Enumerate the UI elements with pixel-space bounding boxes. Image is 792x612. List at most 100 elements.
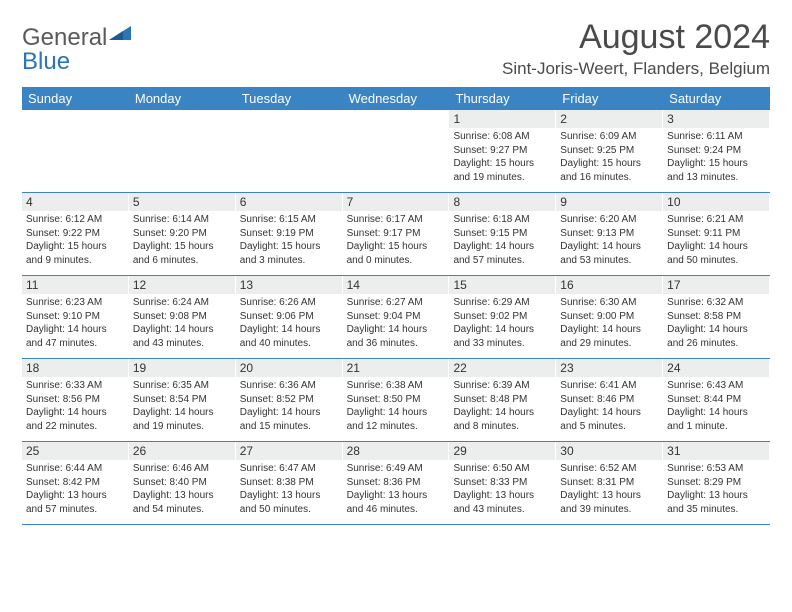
sunset-line: Sunset: 9:08 PM	[133, 310, 231, 324]
day-number: 12	[129, 276, 235, 294]
day-header-cell: Tuesday	[236, 87, 343, 110]
sunset-line: Sunset: 9:22 PM	[26, 227, 124, 241]
month-title: August 2024	[502, 18, 770, 57]
daylight-line-2: and 0 minutes.	[347, 254, 445, 268]
day-cell: 27Sunrise: 6:47 AMSunset: 8:38 PMDayligh…	[236, 442, 343, 524]
day-cell: 30 Sunrise: 6:52 AMSunset: 8:31 PMDayligh…	[556, 442, 663, 524]
daylight-line-2: and 26 minutes.	[667, 337, 765, 351]
daylight-line-1: Daylight: 14 hours	[133, 323, 231, 337]
sunset-line: Sunset: 8:36 PM	[347, 476, 445, 490]
daylight-line-1: Daylight: 15 hours	[560, 157, 658, 171]
daylight-line-2: and 54 minutes.	[133, 503, 231, 517]
daylight-line-1: Daylight: 14 hours	[667, 323, 765, 337]
daylight-line-2: and 22 minutes.	[26, 420, 124, 434]
day-cell: 12Sunrise: 6:24 AMSunset: 9:08 PMDayligh…	[129, 276, 236, 358]
sunrise-line: Sunrise: 6:26 AM	[240, 296, 338, 310]
day-cell: 10Sunrise: 6:21 AMSunset: 9:11 PMDayligh…	[663, 193, 770, 275]
daylight-line-2: and 43 minutes.	[453, 503, 551, 517]
sunrise-line: Sunrise: 6:17 AM	[347, 213, 445, 227]
day-cell: 6Sunrise: 6:15 AMSunset: 9:19 PMDaylight…	[236, 193, 343, 275]
daylight-line-2: and 40 minutes.	[240, 337, 338, 351]
sunset-line: Sunset: 9:27 PM	[453, 144, 551, 158]
daylight-line-2: and 33 minutes.	[453, 337, 551, 351]
day-cell	[236, 110, 343, 192]
daylight-line-1: Daylight: 14 hours	[667, 240, 765, 254]
sunset-line: Sunset: 9:19 PM	[240, 227, 338, 241]
sunrise-line: Sunrise: 6:47 AM	[240, 462, 338, 476]
sunset-line: Sunset: 8:44 PM	[667, 393, 765, 407]
header: General Blue August 2024 Sint-Joris-Weer…	[22, 18, 770, 79]
sunset-line: Sunset: 8:58 PM	[667, 310, 765, 324]
daylight-line-1: Daylight: 13 hours	[560, 489, 658, 503]
day-cell: 19Sunrise: 6:35 AMSunset: 8:54 PMDayligh…	[129, 359, 236, 441]
sunset-line: Sunset: 8:48 PM	[453, 393, 551, 407]
sunrise-line: Sunrise: 6:23 AM	[26, 296, 124, 310]
daylight-line-1: Daylight: 15 hours	[667, 157, 765, 171]
day-cell: 23Sunrise: 6:41 AMSunset: 8:46 PMDayligh…	[556, 359, 663, 441]
day-cell: 2Sunrise: 6:09 AMSunset: 9:25 PMDaylight…	[556, 110, 663, 192]
day-cell: 24Sunrise: 6:43 AMSunset: 8:44 PMDayligh…	[663, 359, 770, 441]
daylight-line-1: Daylight: 14 hours	[240, 323, 338, 337]
sunrise-line: Sunrise: 6:52 AM	[560, 462, 658, 476]
daylight-line-1: Daylight: 15 hours	[453, 157, 551, 171]
day-number: 2	[556, 110, 662, 128]
daylight-line-2: and 57 minutes.	[26, 503, 124, 517]
day-number: 7	[343, 193, 449, 211]
daylight-line-1: Daylight: 14 hours	[560, 406, 658, 420]
day-cell: 15Sunrise: 6:29 AMSunset: 9:02 PMDayligh…	[449, 276, 556, 358]
day-cell: 11Sunrise: 6:23 AMSunset: 9:10 PMDayligh…	[22, 276, 129, 358]
day-number: 21	[343, 359, 449, 377]
sunset-line: Sunset: 8:42 PM	[26, 476, 124, 490]
daylight-line-2: and 8 minutes.	[453, 420, 551, 434]
sunrise-line: Sunrise: 6:14 AM	[133, 213, 231, 227]
day-cell: 18Sunrise: 6:33 AMSunset: 8:56 PMDayligh…	[22, 359, 129, 441]
daylight-line-2: and 19 minutes.	[133, 420, 231, 434]
day-cell: 9Sunrise: 6:20 AMSunset: 9:13 PMDaylight…	[556, 193, 663, 275]
daylight-line-1: Daylight: 13 hours	[667, 489, 765, 503]
day-cell: 21Sunrise: 6:38 AMSunset: 8:50 PMDayligh…	[343, 359, 450, 441]
daylight-line-1: Daylight: 14 hours	[560, 240, 658, 254]
sunset-line: Sunset: 8:31 PM	[560, 476, 658, 490]
daylight-line-2: and 3 minutes.	[240, 254, 338, 268]
day-number: 30	[556, 442, 662, 460]
sunset-line: Sunset: 9:02 PM	[453, 310, 551, 324]
day-number: 14	[343, 276, 449, 294]
logo-text: General Blue	[22, 26, 131, 74]
daylight-line-1: Daylight: 13 hours	[453, 489, 551, 503]
sunrise-line: Sunrise: 6:39 AM	[453, 379, 551, 393]
sunrise-line: Sunrise: 6:21 AM	[667, 213, 765, 227]
daylight-line-1: Daylight: 15 hours	[240, 240, 338, 254]
logo: General Blue	[22, 26, 131, 74]
daylight-line-2: and 6 minutes.	[133, 254, 231, 268]
day-cell: 1Sunrise: 6:08 AMSunset: 9:27 PMDaylight…	[449, 110, 556, 192]
day-header-cell: Friday	[556, 87, 663, 110]
day-cell: 28Sunrise: 6:49 AMSunset: 8:36 PMDayligh…	[343, 442, 450, 524]
daylight-line-1: Daylight: 15 hours	[133, 240, 231, 254]
sunrise-line: Sunrise: 6:08 AM	[453, 130, 551, 144]
day-cell: 3Sunrise: 6:11 AMSunset: 9:24 PMDaylight…	[663, 110, 770, 192]
daylight-line-1: Daylight: 15 hours	[26, 240, 124, 254]
daylight-line-1: Daylight: 13 hours	[240, 489, 338, 503]
day-number: 11	[22, 276, 128, 294]
day-number: 13	[236, 276, 342, 294]
daylight-line-2: and 47 minutes.	[26, 337, 124, 351]
location: Sint-Joris-Weert, Flanders, Belgium	[502, 59, 770, 79]
daylight-line-1: Daylight: 14 hours	[26, 406, 124, 420]
day-cell: 26Sunrise: 6:46 AMSunset: 8:40 PMDayligh…	[129, 442, 236, 524]
day-header-cell: Saturday	[663, 87, 770, 110]
daylight-line-2: and 15 minutes.	[240, 420, 338, 434]
daylight-line-1: Daylight: 14 hours	[560, 323, 658, 337]
day-cell: 16Sunrise: 6:30 AMSunset: 9:00 PMDayligh…	[556, 276, 663, 358]
daylight-line-1: Daylight: 14 hours	[453, 406, 551, 420]
week-row: 1Sunrise: 6:08 AMSunset: 9:27 PMDaylight…	[22, 110, 770, 193]
sunrise-line: Sunrise: 6:29 AM	[453, 296, 551, 310]
sunset-line: Sunset: 9:10 PM	[26, 310, 124, 324]
week-row: 25Sunrise: 6:44 AMSunset: 8:42 PMDayligh…	[22, 442, 770, 525]
daylight-line-1: Daylight: 14 hours	[347, 406, 445, 420]
sunset-line: Sunset: 8:40 PM	[133, 476, 231, 490]
sunrise-line: Sunrise: 6:33 AM	[26, 379, 124, 393]
logo-word2: Blue	[22, 48, 70, 75]
sunset-line: Sunset: 9:20 PM	[133, 227, 231, 241]
daylight-line-2: and 50 minutes.	[240, 503, 338, 517]
daylight-line-2: and 39 minutes.	[560, 503, 658, 517]
